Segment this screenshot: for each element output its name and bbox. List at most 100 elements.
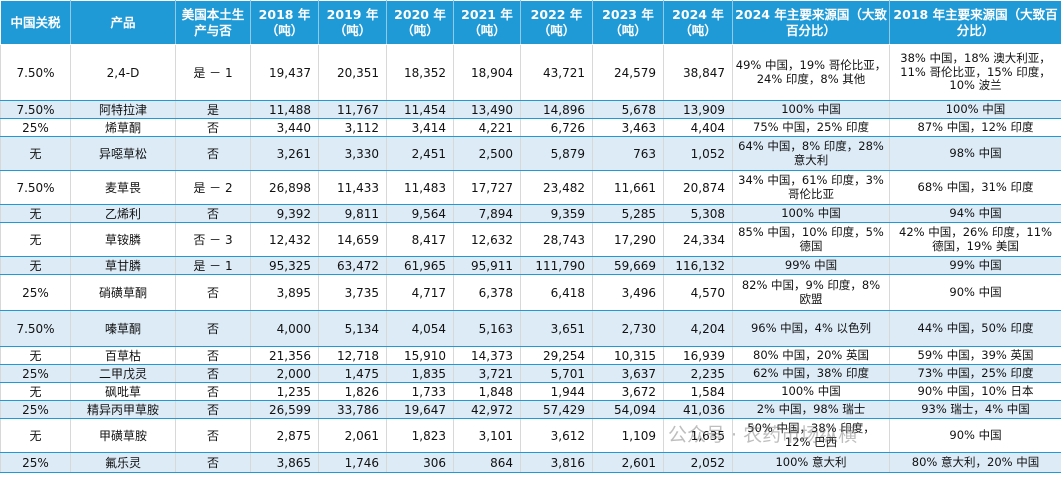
value-2020: 3,414 xyxy=(386,118,454,137)
tariff-cell: 7.50% xyxy=(0,100,71,119)
value-2019: 1,826 xyxy=(318,382,387,401)
sources-2018-cell: 90% 中国 xyxy=(889,274,1061,311)
us-production-cell: 否 xyxy=(175,400,251,419)
value-2024: 41,036 xyxy=(663,400,733,419)
table-row: 7.50% 2,4-D 是 － 1 19,437 20,351 18,352 18,904 4… xyxy=(0,44,1061,101)
value-2018: 3,261 xyxy=(250,136,319,171)
tariff-cell: 无 xyxy=(0,204,71,223)
product-cell: 烯草酮 xyxy=(70,118,176,137)
value-2018: 3,895 xyxy=(250,274,319,311)
value-2022: 5,701 xyxy=(520,364,593,383)
sources-2024-cell: 96% 中国，4% 以色列 xyxy=(732,310,890,347)
sources-2024-cell: 75% 中国，25% 印度 xyxy=(732,118,890,137)
us-production-cell: 否 xyxy=(175,136,251,171)
product-cell: 硝磺草酮 xyxy=(70,274,176,311)
sources-2024-cell: 100% 中国 xyxy=(732,100,890,119)
value-2019: 33,786 xyxy=(318,400,387,419)
value-2020: 1,835 xyxy=(386,364,454,383)
value-2023: 11,661 xyxy=(592,170,664,205)
value-2024: 1,635 xyxy=(663,418,733,453)
sources-2024-cell: 82% 中国，9% 印度，8% 欧盟 xyxy=(732,274,890,311)
value-2021: 3,721 xyxy=(453,364,521,383)
value-2021: 95,911 xyxy=(453,256,521,275)
product-cell: 精异丙甲草胺 xyxy=(70,400,176,419)
sources-2024-cell: 100% 中国 xyxy=(732,204,890,223)
value-2021: 17,727 xyxy=(453,170,521,205)
value-2023: 3,463 xyxy=(592,118,664,137)
product-cell: 氟乐灵 xyxy=(70,452,176,473)
value-2024: 5,308 xyxy=(663,204,733,223)
value-2020: 19,647 xyxy=(386,400,454,419)
value-2018: 2,000 xyxy=(250,364,319,383)
value-2018: 26,898 xyxy=(250,170,319,205)
product-cell: 乙烯利 xyxy=(70,204,176,223)
tariff-cell: 无 xyxy=(0,346,71,365)
value-2020: 8,417 xyxy=(386,222,454,257)
value-2022: 28,743 xyxy=(520,222,593,257)
value-2022: 43,721 xyxy=(520,44,593,101)
value-2020: 11,454 xyxy=(386,100,454,119)
value-2021: 6,378 xyxy=(453,274,521,311)
header-2019: 2019 年（吨） xyxy=(318,0,387,45)
value-2019: 11,433 xyxy=(318,170,387,205)
value-2021: 12,632 xyxy=(453,222,521,257)
value-2023: 5,678 xyxy=(592,100,664,119)
sources-2024-cell: 64% 中国，8% 印度，28% 意大利 xyxy=(732,136,890,171)
us-production-cell: 否 xyxy=(175,346,251,365)
value-2018: 2,875 xyxy=(250,418,319,453)
table-row: 无草铵膦否 － 3 12,432 14,659 8,417 12,632 28,743 17… xyxy=(0,222,1061,257)
value-2020: 1,823 xyxy=(386,418,454,453)
sources-2018-cell: 90% 中国 xyxy=(889,418,1061,453)
us-production-cell: 是 － 1 xyxy=(175,256,251,275)
header-us-production: 美国本土生产与否 xyxy=(175,0,251,45)
product-cell: 嗪草酮 xyxy=(70,310,176,347)
tariff-cell: 25% xyxy=(0,364,71,383)
sources-2024-cell: 50% 中国，38% 印度，12% 巴西 xyxy=(732,418,890,453)
value-2018: 19,437 xyxy=(250,44,319,101)
value-2019: 3,330 xyxy=(318,136,387,171)
us-production-cell: 否 － 3 xyxy=(175,222,251,257)
value-2020: 4,717 xyxy=(386,274,454,311)
sources-2024-cell: 100% 意大利 xyxy=(732,452,890,473)
value-2022: 6,726 xyxy=(520,118,593,137)
us-production-cell: 否 xyxy=(175,204,251,223)
header-2021: 2021 年（吨） xyxy=(453,0,521,45)
header-sources-2024: 2024 年主要来源国（大致百分比） xyxy=(732,0,890,45)
value-2020: 15,910 xyxy=(386,346,454,365)
value-2018: 95,325 xyxy=(250,256,319,275)
value-2022: 3,816 xyxy=(520,452,593,473)
sources-2018-cell: 42% 中国，26% 印度，11% 德国，19% 美国 xyxy=(889,222,1061,257)
table-row: 25% 二甲戊灵否 2,000 1,475 1,835 3,721 5,701 3,637 2,… xyxy=(0,364,1061,383)
value-2019: 12,718 xyxy=(318,346,387,365)
value-2018: 26,599 xyxy=(250,400,319,419)
sources-2018-cell: 68% 中国，31% 印度 xyxy=(889,170,1061,205)
table-row: 25% 氟乐灵否 3,865 1,746 306 864 3,816 2,601 2,052 10… xyxy=(0,452,1061,473)
sources-2018-cell: 90% 中国，10% 日本 xyxy=(889,382,1061,401)
product-cell: 异噁草松 xyxy=(70,136,176,171)
us-production-cell: 是 － 1 xyxy=(175,44,251,101)
us-production-cell: 否 xyxy=(175,382,251,401)
value-2018: 1,235 xyxy=(250,382,319,401)
product-cell: 2,4-D xyxy=(70,44,176,101)
sources-2018-cell: 94% 中国 xyxy=(889,204,1061,223)
value-2022: 14,896 xyxy=(520,100,593,119)
tariff-cell: 25% xyxy=(0,274,71,311)
value-2022: 1,944 xyxy=(520,382,593,401)
value-2022: 9,359 xyxy=(520,204,593,223)
value-2024: 16,939 xyxy=(663,346,733,365)
tariff-cell: 25% xyxy=(0,452,71,473)
us-production-cell: 否 xyxy=(175,364,251,383)
value-2022: 3,612 xyxy=(520,418,593,453)
tariff-cell: 7.50% xyxy=(0,44,71,101)
value-2020: 4,054 xyxy=(386,310,454,347)
value-2023: 763 xyxy=(592,136,664,171)
value-2022: 5,879 xyxy=(520,136,593,171)
value-2019: 3,735 xyxy=(318,274,387,311)
us-production-cell: 是 xyxy=(175,100,251,119)
value-2024: 1,052 xyxy=(663,136,733,171)
sources-2018-cell: 38% 中国，18% 澳大利亚，11% 哥伦比亚，15% 印度，10% 波兰 xyxy=(889,44,1061,101)
value-2023: 59,669 xyxy=(592,256,664,275)
table-row: 25% 硝磺草酮否 3,895 3,735 4,717 6,378 6,418 3,496 4,… xyxy=(0,274,1061,311)
value-2021: 13,490 xyxy=(453,100,521,119)
value-2021: 4,221 xyxy=(453,118,521,137)
